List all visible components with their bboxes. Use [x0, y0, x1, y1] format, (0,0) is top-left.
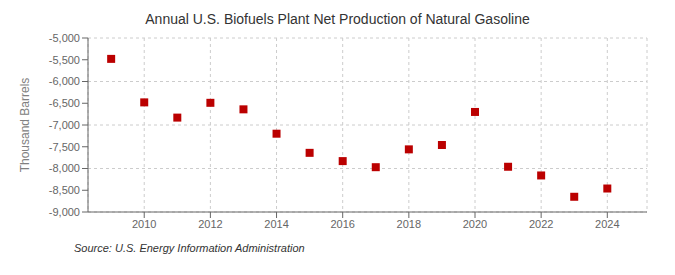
- svg-text:Thousand Barrels: Thousand Barrels: [18, 78, 32, 173]
- svg-text:-5,000: -5,000: [49, 32, 80, 44]
- svg-text:-7,000: -7,000: [49, 119, 80, 131]
- svg-text:-5,500: -5,500: [49, 54, 80, 66]
- svg-text:-9,000: -9,000: [49, 206, 80, 218]
- svg-text:2014: 2014: [264, 218, 288, 230]
- svg-text:-8,500: -8,500: [49, 184, 80, 196]
- svg-text:-8,000: -8,000: [49, 162, 80, 174]
- html-text:Annual U.S. Biofuels Plant Net: Annual U.S. Biofuels Plant Net Productio…: [145, 11, 530, 27]
- svg-text:2024: 2024: [595, 218, 619, 230]
- svg-text:2010: 2010: [132, 218, 156, 230]
- svg-text:2016: 2016: [330, 218, 354, 230]
- svg-text:2020: 2020: [463, 218, 487, 230]
- svg-text:-6,500: -6,500: [49, 97, 80, 109]
- svg-text:2018: 2018: [397, 218, 421, 230]
- html-text:Source: U.S. Energy Informatio: Source: U.S. Energy Information Administ…: [74, 242, 305, 254]
- svg-text:-6,000: -6,000: [49, 75, 80, 87]
- svg-text:-7,500: -7,500: [49, 141, 80, 153]
- svg-text:2022: 2022: [529, 218, 553, 230]
- svg-text:2012: 2012: [198, 218, 222, 230]
